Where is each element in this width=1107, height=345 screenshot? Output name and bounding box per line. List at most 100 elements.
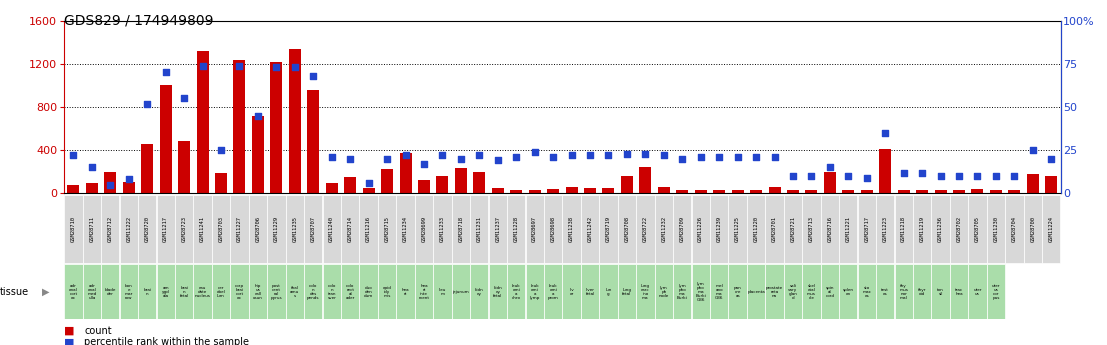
Point bbox=[673, 156, 691, 161]
Text: GSM28722: GSM28722 bbox=[643, 216, 648, 242]
Bar bbox=[913, 264, 931, 319]
Bar bbox=[566, 187, 578, 193]
Point bbox=[581, 152, 599, 158]
Bar bbox=[142, 144, 153, 193]
Text: sali
vary
glan
d: sali vary glan d bbox=[788, 284, 798, 299]
Bar bbox=[86, 184, 97, 193]
Text: colo
rect
al
ader: colo rect al ader bbox=[345, 284, 355, 299]
Bar bbox=[713, 190, 725, 193]
Point bbox=[1005, 173, 1023, 179]
Bar bbox=[839, 264, 858, 319]
Text: skel
etal
mus
cle: skel etal mus cle bbox=[807, 284, 816, 299]
Text: kidn
ey
fetal: kidn ey fetal bbox=[493, 286, 503, 297]
Bar bbox=[562, 195, 581, 263]
Bar bbox=[381, 169, 393, 193]
Bar bbox=[803, 195, 820, 263]
Point bbox=[396, 152, 414, 158]
Point bbox=[268, 65, 286, 70]
Bar bbox=[120, 195, 138, 263]
Bar bbox=[637, 264, 654, 319]
Text: ■: ■ bbox=[64, 326, 74, 335]
Text: cer
ebel
lum: cer ebel lum bbox=[217, 286, 226, 297]
Bar bbox=[267, 264, 286, 319]
Bar bbox=[363, 188, 374, 193]
Bar bbox=[360, 264, 377, 319]
Point bbox=[157, 70, 175, 75]
Text: GSM11242: GSM11242 bbox=[588, 216, 592, 242]
Bar bbox=[433, 195, 452, 263]
Bar bbox=[931, 195, 950, 263]
Bar bbox=[470, 195, 488, 263]
Text: GSM11217: GSM11217 bbox=[163, 216, 168, 242]
Bar bbox=[599, 264, 618, 319]
Text: GSM11229: GSM11229 bbox=[273, 216, 279, 242]
Bar bbox=[474, 171, 485, 193]
Bar bbox=[747, 195, 765, 263]
Point bbox=[784, 173, 801, 179]
Text: bon
e
mar
row: bon e mar row bbox=[125, 284, 133, 299]
Text: hea
rt: hea rt bbox=[402, 287, 410, 296]
Bar bbox=[640, 167, 651, 193]
Bar bbox=[360, 195, 377, 263]
Bar bbox=[654, 195, 673, 263]
Text: GSM28713: GSM28713 bbox=[809, 216, 814, 242]
Text: GSM28697: GSM28697 bbox=[532, 216, 537, 242]
Point bbox=[803, 173, 820, 179]
Bar bbox=[787, 190, 799, 193]
Text: percentile rank within the sample: percentile rank within the sample bbox=[84, 337, 249, 345]
Bar bbox=[488, 195, 507, 263]
Bar bbox=[768, 187, 780, 193]
Text: ileu
m: ileu m bbox=[438, 287, 446, 296]
Bar bbox=[803, 264, 820, 319]
Bar bbox=[325, 184, 338, 193]
Text: leuk
emi
a
prom: leuk emi a prom bbox=[548, 284, 559, 299]
Bar bbox=[950, 195, 969, 263]
Bar bbox=[950, 264, 969, 319]
Bar bbox=[138, 264, 156, 319]
Bar bbox=[488, 264, 507, 319]
Bar bbox=[322, 195, 341, 263]
Bar bbox=[1027, 174, 1038, 193]
Bar bbox=[544, 195, 562, 263]
Bar bbox=[842, 190, 855, 193]
Point bbox=[323, 154, 341, 160]
Bar bbox=[953, 190, 965, 193]
Point bbox=[987, 173, 1005, 179]
Text: GSM28706: GSM28706 bbox=[256, 216, 260, 242]
Text: lun
g: lun g bbox=[606, 287, 612, 296]
Bar bbox=[621, 176, 633, 193]
Text: tissue: tissue bbox=[0, 287, 29, 296]
Bar bbox=[377, 264, 396, 319]
Text: liv
er: liv er bbox=[569, 287, 573, 296]
Point bbox=[747, 154, 765, 160]
Bar bbox=[673, 264, 692, 319]
Bar bbox=[876, 195, 894, 263]
Bar bbox=[861, 190, 872, 193]
Text: lung
fetal: lung fetal bbox=[622, 287, 632, 296]
Text: GSM11240: GSM11240 bbox=[329, 216, 334, 242]
Bar bbox=[839, 195, 858, 263]
Bar bbox=[418, 180, 430, 193]
Text: GSM11236: GSM11236 bbox=[938, 216, 943, 242]
Bar bbox=[986, 264, 1005, 319]
Bar bbox=[1024, 195, 1042, 263]
Bar bbox=[304, 264, 322, 319]
Text: GSM28715: GSM28715 bbox=[384, 216, 390, 242]
Text: GSM11234: GSM11234 bbox=[403, 216, 408, 242]
Bar bbox=[692, 264, 710, 319]
Text: GSM28705: GSM28705 bbox=[975, 216, 980, 242]
Text: GSM11230: GSM11230 bbox=[993, 216, 999, 242]
Point bbox=[415, 161, 433, 167]
Text: GSM28707: GSM28707 bbox=[311, 216, 315, 242]
Text: GSM11216: GSM11216 bbox=[366, 216, 371, 242]
Bar bbox=[547, 189, 559, 193]
Bar bbox=[913, 195, 931, 263]
Bar bbox=[732, 190, 744, 193]
Bar bbox=[562, 264, 581, 319]
Bar bbox=[858, 264, 876, 319]
Point bbox=[452, 156, 469, 161]
Bar bbox=[341, 195, 360, 263]
Text: GSM28699: GSM28699 bbox=[422, 216, 426, 242]
Text: thy
mus
nor
mal: thy mus nor mal bbox=[899, 284, 908, 299]
Text: thal
amu
s: thal amu s bbox=[290, 286, 300, 297]
